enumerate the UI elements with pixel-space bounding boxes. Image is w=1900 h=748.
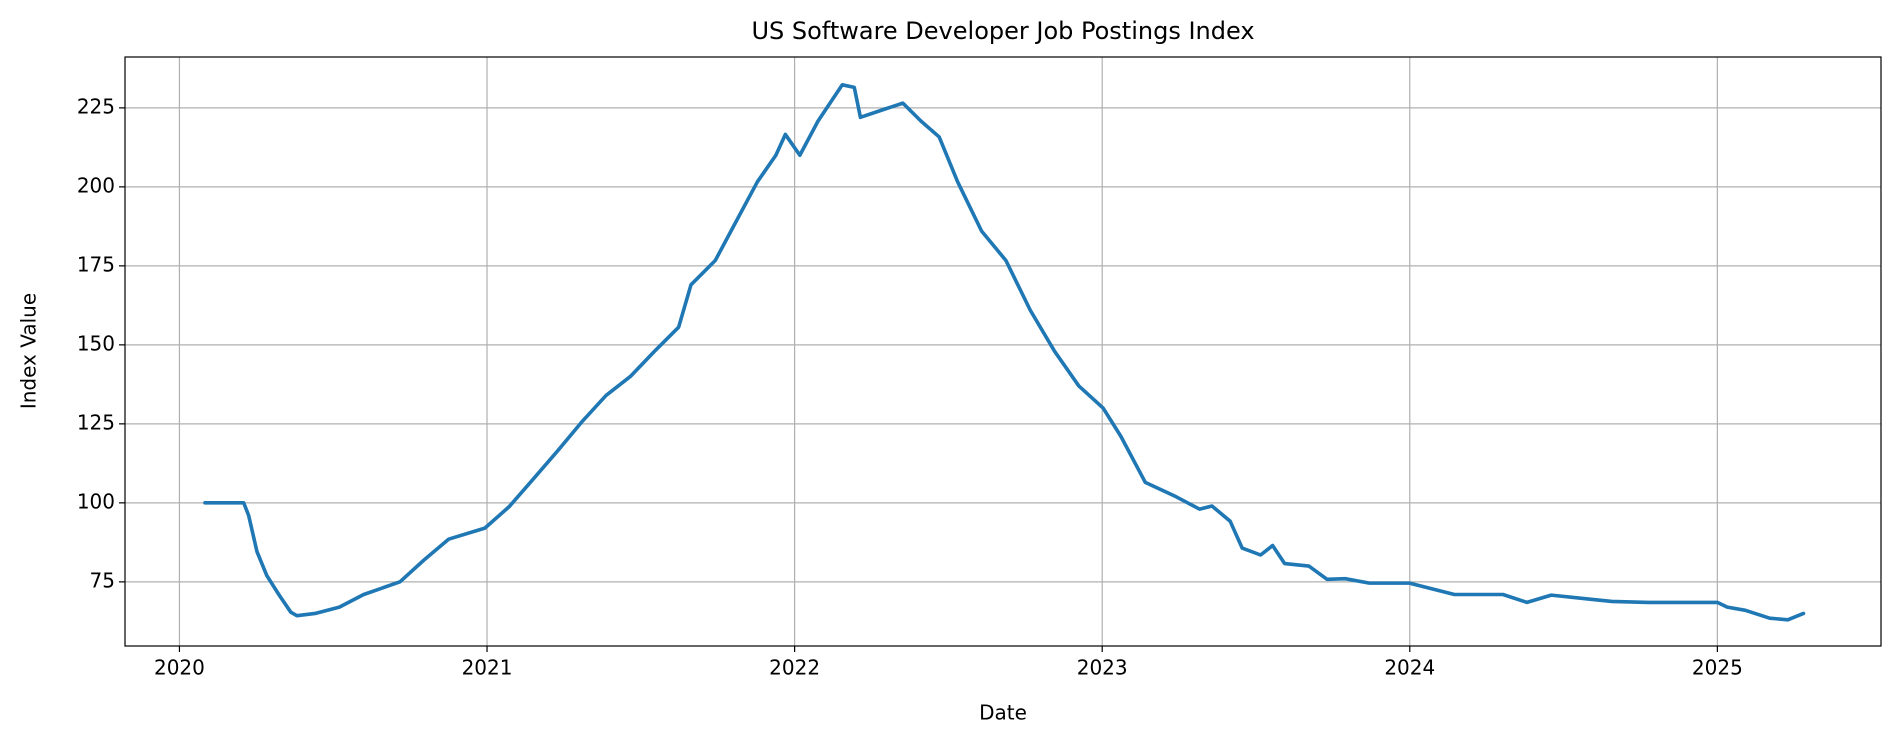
x-axis-label: Date — [979, 701, 1027, 725]
x-tick-label: 2021 — [462, 656, 513, 680]
y-axis-label: Index Value — [17, 293, 41, 409]
x-tick-label: 2024 — [1384, 656, 1435, 680]
y-tick-label: 100 — [77, 489, 115, 513]
x-tick-label: 2023 — [1077, 656, 1128, 680]
x-tick-label: 2020 — [154, 656, 205, 680]
plot-frame — [124, 56, 1882, 647]
y-tick-label: 175 — [77, 252, 115, 276]
y-tick-label: 150 — [77, 331, 115, 355]
y-tick-label: 225 — [77, 94, 115, 118]
y-tick-label: 200 — [77, 173, 115, 197]
x-tick-label: 2025 — [1692, 656, 1743, 680]
y-tick-label: 125 — [77, 410, 115, 434]
y-tick-label: 75 — [90, 568, 115, 592]
chart-title: US Software Developer Job Postings Index — [751, 17, 1254, 45]
x-tick-label: 2022 — [769, 656, 820, 680]
data-line — [203, 83, 1806, 622]
